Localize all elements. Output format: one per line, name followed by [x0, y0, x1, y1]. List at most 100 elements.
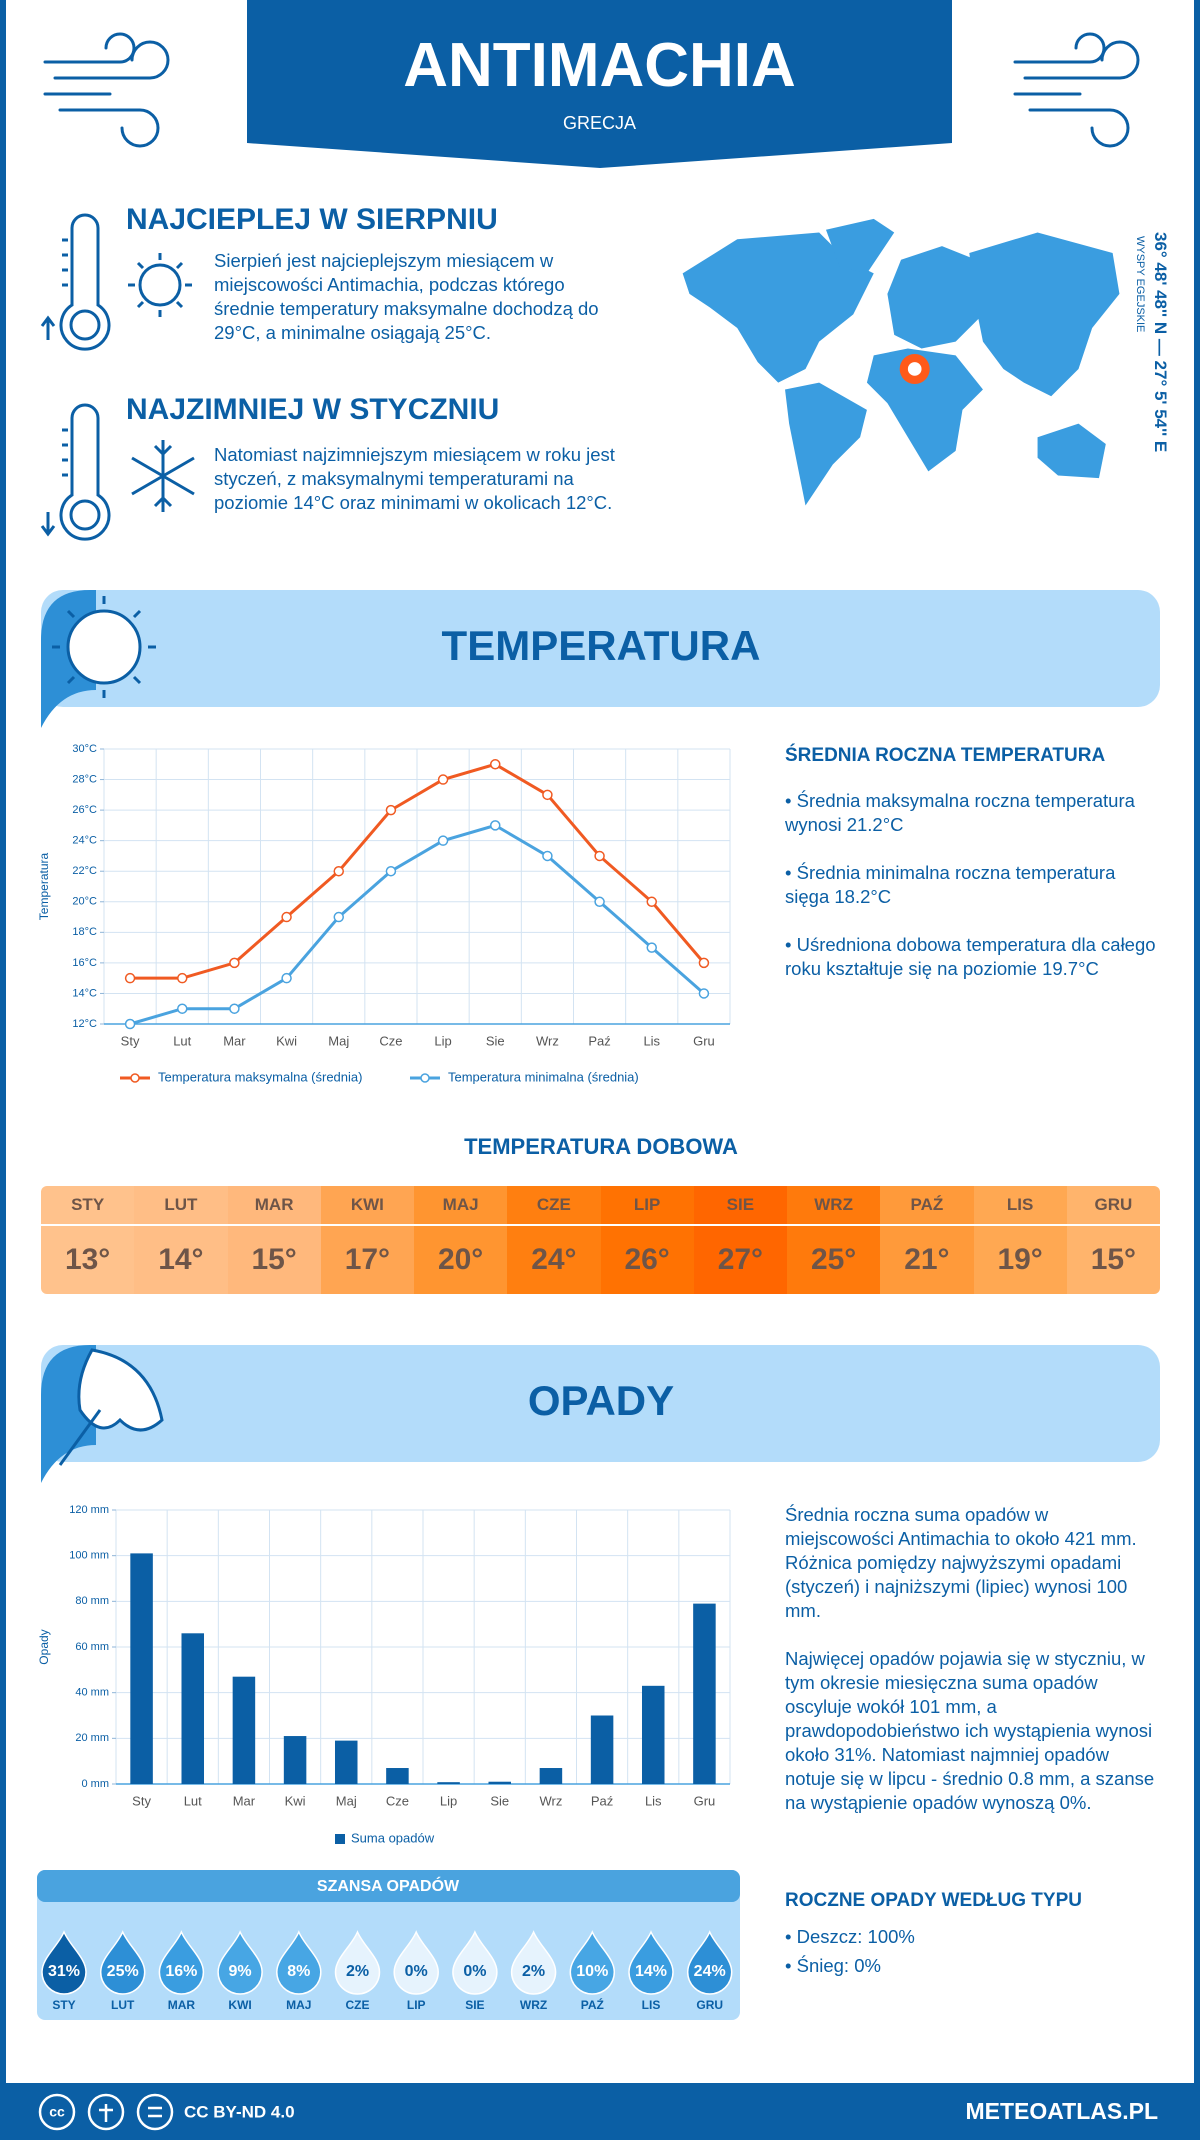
- precipitation-banner: [41, 1345, 1160, 1483]
- hottest-text: Sierpień jest najcieplejszym miesiącem w…: [214, 250, 599, 343]
- drop-value: 0%: [463, 1963, 486, 1980]
- point: [124, 972, 136, 984]
- drop-month: WRZ: [520, 1998, 547, 2012]
- point: [281, 911, 292, 923]
- type-item: • Śnieg: 0%: [785, 1955, 881, 1976]
- bar: [232, 1676, 256, 1784]
- month-cell: LIS: [973, 1186, 1067, 1224]
- x-tick-label: Lis: [645, 1793, 662, 1808]
- x-tick-label: Cze: [386, 1793, 409, 1808]
- y-tick-label: 0 mm: [82, 1778, 110, 1790]
- title: ANTIMACHIA: [403, 31, 796, 100]
- point: [437, 835, 449, 846]
- month-cell: WRZ: [787, 1186, 881, 1224]
- legend-label: Suma opadów: [351, 1830, 435, 1845]
- drop-month: LIS: [642, 1998, 661, 2012]
- bar: [130, 1553, 153, 1784]
- drop-month: KWI: [228, 1998, 251, 2012]
- x-tick-label: Lip: [434, 1033, 451, 1048]
- x-tick-label: Gru: [694, 1793, 716, 1808]
- y-tick-label: 80 mm: [75, 1595, 109, 1607]
- summary-item: Najwięcej opadów pojawia się w styczniu,…: [785, 1648, 1155, 1813]
- x-tick-label: Lut: [173, 1033, 191, 1048]
- thermometer-hot: [40, 213, 192, 351]
- hottest-title: NAJCIEPLEJ W SIERPNIU: [126, 203, 498, 236]
- drop-value: 8%: [287, 1963, 310, 1980]
- month-cell: KWI: [320, 1186, 414, 1224]
- x-tick-label: Mar: [223, 1033, 246, 1048]
- drop: [334, 1930, 381, 1995]
- x-tick-label: Maj: [336, 1793, 357, 1808]
- value-cell: 15°: [227, 1226, 321, 1294]
- point: [385, 804, 397, 816]
- type-item: • Deszcz: 100%: [785, 1926, 915, 1947]
- x-tick-label: Kwi: [285, 1793, 306, 1808]
- drop-value: 14%: [635, 1963, 667, 1980]
- y-tick-label: 22°C: [72, 865, 97, 877]
- value-cell: 26°: [600, 1226, 694, 1294]
- y-tick-label: 20 mm: [75, 1732, 109, 1744]
- temperature-banner: [41, 590, 1160, 728]
- point: [542, 850, 553, 862]
- y-tick-label: 24°C: [72, 835, 97, 847]
- legend-swatch: [130, 1073, 140, 1083]
- thermometer-cold: [40, 403, 195, 541]
- legend-swatch: [420, 1073, 430, 1083]
- drop-month: CZE: [346, 1998, 370, 2012]
- y-tick-label: 12°C: [72, 1018, 97, 1030]
- y-tick-label: 14°C: [72, 987, 97, 999]
- drop-month: STY: [52, 1998, 75, 2012]
- coordinates: 36° 48' 48'' N — 27° 5' 54'' E: [1151, 232, 1170, 453]
- x-tick-label: Mar: [233, 1793, 256, 1808]
- x-tick-label: Paź: [591, 1793, 613, 1808]
- site: METEOATLAS.PL: [965, 2098, 1158, 2124]
- point: [646, 942, 657, 953]
- y-tick-label: 60 mm: [75, 1641, 109, 1653]
- coldest-text: Natomiast najzimniejszym miesiącem w rok…: [214, 444, 615, 513]
- y-tick-label: 26°C: [72, 804, 97, 816]
- world-map: [682, 218, 1120, 506]
- point: [698, 957, 710, 969]
- value-cell: 14°: [134, 1226, 228, 1294]
- month-cell: GRU: [1066, 1186, 1160, 1224]
- x-tick-label: Paź: [588, 1033, 610, 1048]
- bar: [539, 1768, 563, 1784]
- point: [490, 759, 501, 770]
- drop: [276, 1930, 322, 1995]
- point: [542, 789, 553, 801]
- frame: [0, 0, 6, 2140]
- x-tick-label: Sie: [486, 1033, 505, 1048]
- value-cell: 13°: [41, 1226, 135, 1294]
- x-tick-label: Kwi: [276, 1033, 297, 1048]
- drop: [569, 1930, 616, 1995]
- point: [594, 896, 605, 908]
- point: [281, 972, 292, 984]
- point: [698, 988, 710, 999]
- types: • Deszcz: 100% • Śnieg: 0%: [785, 1922, 915, 1980]
- drop: [510, 1930, 557, 1995]
- value-cell: 25°: [787, 1226, 881, 1294]
- drop: [628, 1930, 674, 1995]
- summary-item: • Średnia maksymalna roczna temperatura …: [785, 790, 1135, 835]
- drop-value: 2%: [346, 1963, 369, 1980]
- value-cell: 24°: [507, 1226, 601, 1294]
- x-tick-label: Lut: [184, 1793, 202, 1808]
- bar: [386, 1768, 409, 1784]
- summary-item: • Uśredniona dobowa temperatura dla całe…: [785, 934, 1156, 979]
- license: CC BY-ND 4.0: [184, 2102, 295, 2121]
- y-tick-label: 18°C: [72, 926, 97, 938]
- y-tick-label: 100 mm: [69, 1550, 109, 1562]
- bar: [334, 1740, 358, 1784]
- drop-month: LUT: [111, 1998, 135, 2012]
- drop-month: GRU: [696, 1998, 723, 2012]
- y-tick-label: 40 mm: [75, 1687, 109, 1699]
- x-tick-label: Lip: [440, 1793, 457, 1808]
- cc-icon: cc: [49, 2104, 65, 2120]
- point: [177, 1003, 188, 1014]
- drop: [452, 1930, 498, 1995]
- x-tick-label: Maj: [328, 1033, 349, 1048]
- month-cell: CZE: [507, 1186, 601, 1224]
- y-tick-label: 30°C: [72, 743, 97, 755]
- drop-value: 25%: [107, 1963, 139, 1980]
